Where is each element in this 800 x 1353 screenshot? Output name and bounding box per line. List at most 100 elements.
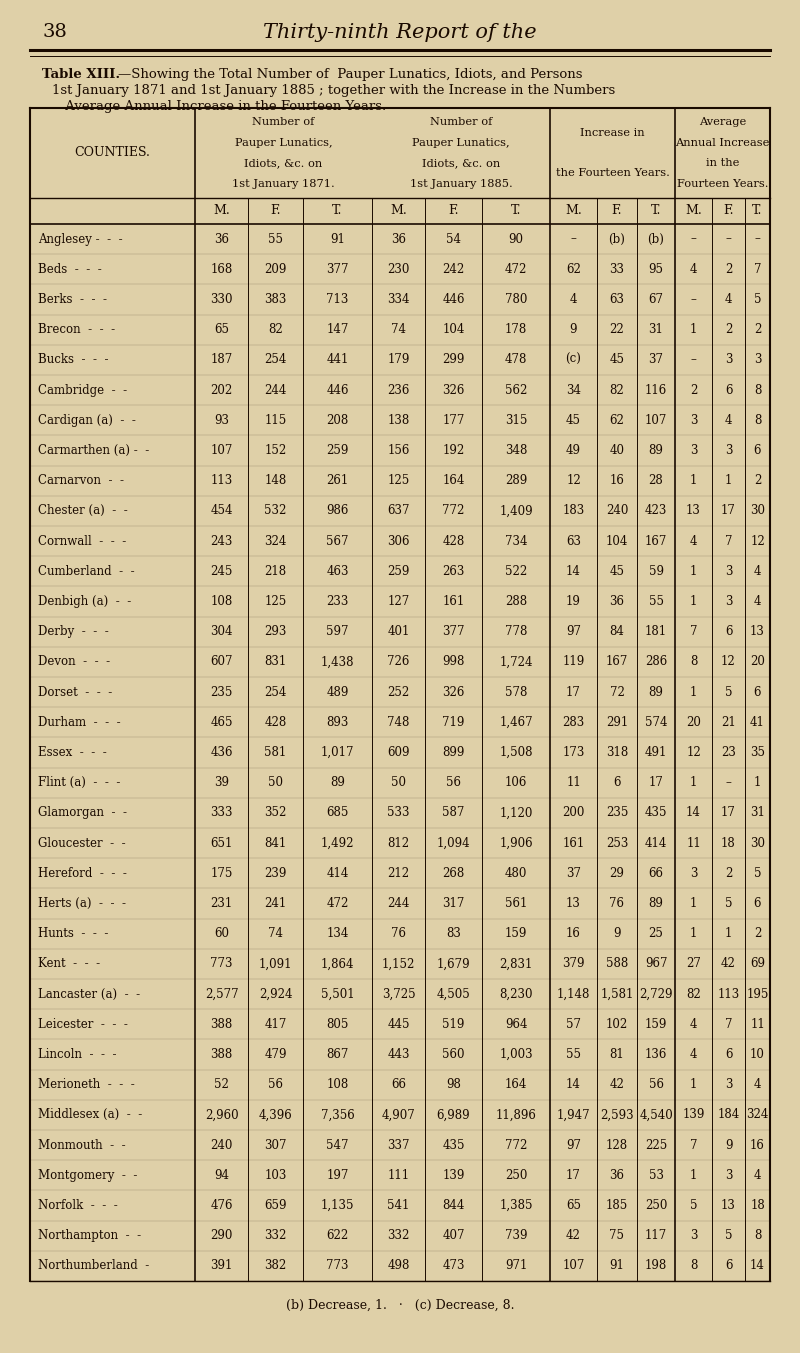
Text: 445: 445 (387, 1017, 410, 1031)
Text: the Fourteen Years.: the Fourteen Years. (555, 168, 670, 177)
Text: 50: 50 (391, 777, 406, 789)
Text: Average: Average (699, 116, 746, 127)
Text: 5,501: 5,501 (321, 988, 354, 1001)
Text: 161: 161 (442, 595, 465, 607)
Text: 198: 198 (645, 1260, 667, 1272)
Text: Northumberland  -: Northumberland - (38, 1260, 150, 1272)
Text: 773: 773 (210, 958, 233, 970)
Text: 42: 42 (721, 958, 736, 970)
Text: 9: 9 (614, 927, 621, 940)
Text: 1,438: 1,438 (321, 655, 354, 668)
Text: Cumberland  -  -: Cumberland - - (38, 564, 134, 578)
Text: 108: 108 (210, 595, 233, 607)
Text: M.: M. (390, 204, 407, 218)
Text: –: – (726, 777, 731, 789)
Text: 7,356: 7,356 (321, 1108, 354, 1122)
Text: Norfolk  -  -  -: Norfolk - - - (38, 1199, 118, 1212)
Text: Leicester  -  -  -: Leicester - - - (38, 1017, 128, 1031)
Text: 332: 332 (264, 1229, 286, 1242)
Text: 45: 45 (610, 564, 625, 578)
Text: 202: 202 (210, 384, 233, 396)
Text: 76: 76 (610, 897, 625, 911)
Text: (b): (b) (647, 233, 665, 246)
Text: 588: 588 (606, 958, 628, 970)
Text: 115: 115 (264, 414, 286, 426)
Text: 72: 72 (610, 686, 625, 698)
Text: 1,467: 1,467 (499, 716, 533, 729)
Text: Durham  -  -  -: Durham - - - (38, 716, 121, 729)
Text: Annual Increase: Annual Increase (675, 138, 770, 147)
Text: 414: 414 (645, 836, 667, 850)
Text: 441: 441 (326, 353, 349, 367)
Text: 184: 184 (718, 1108, 740, 1122)
Text: 578: 578 (505, 686, 527, 698)
Text: (b) Decrease, 1.   ·   (c) Decrease, 8.: (b) Decrease, 1. · (c) Decrease, 8. (286, 1299, 514, 1312)
Text: 159: 159 (645, 1017, 667, 1031)
Text: 379: 379 (562, 958, 585, 970)
Text: 119: 119 (562, 655, 585, 668)
Text: 428: 428 (442, 534, 465, 548)
Text: 1,017: 1,017 (321, 746, 354, 759)
Text: 315: 315 (505, 414, 527, 426)
Text: 42: 42 (566, 1229, 581, 1242)
Text: 82: 82 (610, 384, 624, 396)
Text: 1,091: 1,091 (258, 958, 292, 970)
Text: 3,725: 3,725 (382, 988, 415, 1001)
Text: 28: 28 (649, 474, 663, 487)
Text: 739: 739 (505, 1229, 527, 1242)
Text: 2,729: 2,729 (639, 988, 673, 1001)
Text: 609: 609 (387, 746, 410, 759)
Text: 498: 498 (387, 1260, 410, 1272)
Text: 3: 3 (690, 867, 698, 879)
Text: M.: M. (213, 204, 230, 218)
Text: Brecon  -  -  -: Brecon - - - (38, 323, 115, 336)
Text: 113: 113 (210, 474, 233, 487)
Text: 726: 726 (387, 655, 410, 668)
Text: 472: 472 (505, 262, 527, 276)
Text: 209: 209 (264, 262, 286, 276)
Text: 16: 16 (566, 927, 581, 940)
Text: 3: 3 (725, 353, 732, 367)
Text: 5: 5 (754, 294, 762, 306)
Text: –: – (754, 233, 761, 246)
Text: 4,540: 4,540 (639, 1108, 673, 1122)
Text: 13: 13 (721, 1199, 736, 1212)
Text: 812: 812 (387, 836, 410, 850)
Text: 5: 5 (725, 1229, 732, 1242)
Text: M.: M. (565, 204, 582, 218)
Text: Flint (a)  -  -  -: Flint (a) - - - (38, 777, 120, 789)
Text: 36: 36 (391, 233, 406, 246)
Text: 63: 63 (566, 534, 581, 548)
Text: Anglesey -  -  -: Anglesey - - - (38, 233, 122, 246)
Text: 235: 235 (606, 806, 628, 820)
Text: 567: 567 (326, 534, 349, 548)
Text: 1,120: 1,120 (499, 806, 533, 820)
Text: 254: 254 (264, 353, 286, 367)
Text: F.: F. (723, 204, 734, 218)
Text: 3: 3 (725, 595, 732, 607)
Text: in the: in the (706, 158, 739, 169)
Text: 597: 597 (326, 625, 349, 639)
Text: 324: 324 (746, 1108, 769, 1122)
Text: Fourteen Years.: Fourteen Years. (677, 180, 768, 189)
Text: 97: 97 (566, 1139, 581, 1151)
Text: 66: 66 (391, 1078, 406, 1092)
Text: 55: 55 (566, 1049, 581, 1061)
Text: 478: 478 (505, 353, 527, 367)
Text: 637: 637 (387, 505, 410, 517)
Text: Derby  -  -  -: Derby - - - (38, 625, 109, 639)
Text: 306: 306 (387, 534, 410, 548)
Text: 57: 57 (566, 1017, 581, 1031)
Text: 16: 16 (610, 474, 625, 487)
Text: Montgomery  -  -: Montgomery - - (38, 1169, 138, 1181)
Text: 187: 187 (210, 353, 233, 367)
Text: 1,508: 1,508 (499, 746, 533, 759)
Text: 6: 6 (725, 1260, 732, 1272)
Text: 4: 4 (570, 294, 578, 306)
Text: 45: 45 (566, 414, 581, 426)
Text: 7: 7 (725, 1017, 732, 1031)
Text: 4: 4 (690, 1017, 698, 1031)
Text: 12: 12 (686, 746, 701, 759)
Text: Cornwall  -  -  -: Cornwall - - - (38, 534, 126, 548)
Text: 12: 12 (750, 534, 765, 548)
